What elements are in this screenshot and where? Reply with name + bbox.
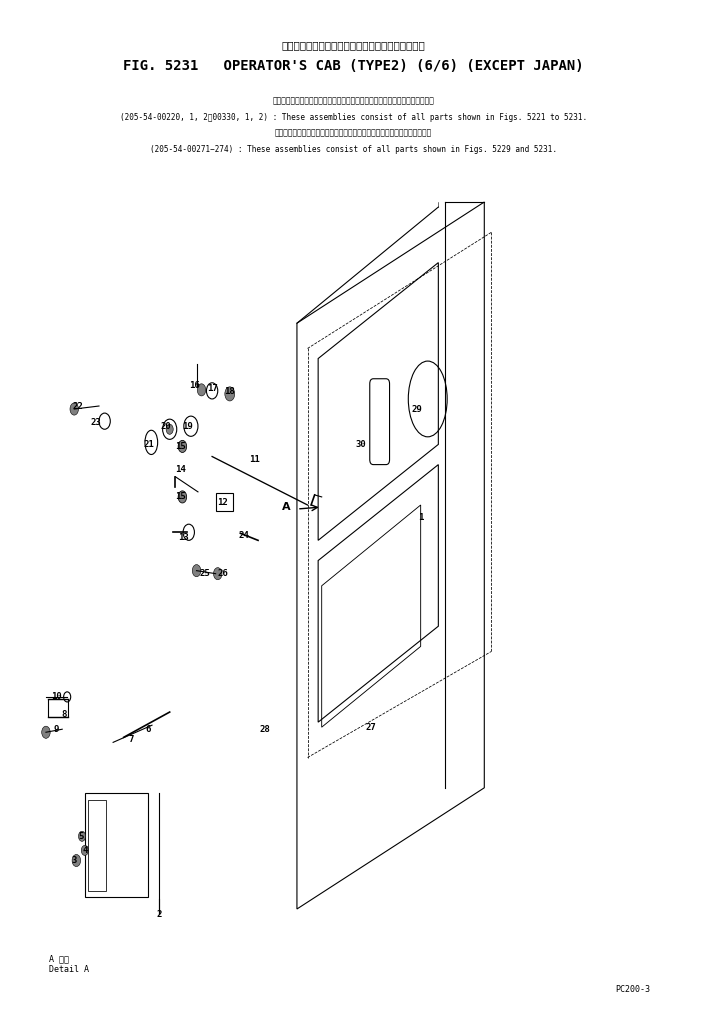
Text: 8: 8 <box>61 710 66 718</box>
Text: 3: 3 <box>71 856 77 865</box>
Text: これらのアセンブリの構成部品は第５２２９および第５２３１図をみます．: これらのアセンブリの構成部品は第５２２９および第５２３１図をみます． <box>275 129 432 137</box>
Text: 12: 12 <box>217 499 228 507</box>
Text: 14: 14 <box>175 466 186 474</box>
Text: A 詳細
Detail A: A 詳細 Detail A <box>49 954 90 975</box>
Text: 21: 21 <box>143 440 154 448</box>
Text: オペレータ　キャブ　タイプ　　　　　海　外　向: オペレータ キャブ タイプ 海 外 向 <box>281 40 426 50</box>
Text: 27: 27 <box>366 723 377 731</box>
Circle shape <box>81 845 88 855</box>
Text: (205-54-00220, 1, 2∰00330, 1, 2) : These assemblies consist of all parts shown i: (205-54-00220, 1, 2∰00330, 1, 2) : These… <box>120 113 587 121</box>
Text: PC200-3: PC200-3 <box>615 986 650 994</box>
Circle shape <box>192 565 201 577</box>
Text: 28: 28 <box>259 725 271 733</box>
Text: 5: 5 <box>78 832 84 840</box>
Circle shape <box>42 726 50 738</box>
Text: 10: 10 <box>51 693 62 701</box>
Circle shape <box>72 854 81 867</box>
Circle shape <box>225 387 235 401</box>
Text: 15: 15 <box>175 493 186 501</box>
Text: 7: 7 <box>128 735 134 743</box>
Text: 17: 17 <box>206 385 218 393</box>
Text: 9: 9 <box>54 725 59 733</box>
Text: 18: 18 <box>224 388 235 396</box>
Text: これらのアセンブリの構成部品は第５２２１図から第５２３１図までみます．: これらのアセンブリの構成部品は第５２２１図から第５２３１図までみます． <box>273 97 434 105</box>
Text: 26: 26 <box>217 570 228 578</box>
Text: 22: 22 <box>72 402 83 410</box>
Text: 24: 24 <box>238 531 250 539</box>
Text: 2: 2 <box>156 910 162 918</box>
Circle shape <box>70 403 78 415</box>
Text: 16: 16 <box>189 382 200 390</box>
Text: 6: 6 <box>146 725 151 733</box>
Bar <box>216 493 233 511</box>
Bar <box>88 800 106 891</box>
Text: 13: 13 <box>178 533 189 541</box>
Text: FIG. 5231   OPERATOR'S CAB (TYPE2) (6/6) (EXCEPT JAPAN): FIG. 5231 OPERATOR'S CAB (TYPE2) (6/6) (… <box>123 59 584 73</box>
Text: 23: 23 <box>90 418 101 426</box>
Circle shape <box>166 424 173 434</box>
Text: A: A <box>282 502 291 512</box>
Text: 19: 19 <box>182 422 193 430</box>
Bar <box>48 699 68 717</box>
Circle shape <box>178 440 187 452</box>
Text: (205-54-00271−274) : These assemblies consist of all parts shown in Figs. 5229 a: (205-54-00271−274) : These assemblies co… <box>150 145 557 154</box>
Text: 4: 4 <box>82 846 88 854</box>
Text: 20: 20 <box>160 422 172 430</box>
Text: 25: 25 <box>199 570 211 578</box>
Circle shape <box>214 568 222 580</box>
Circle shape <box>78 831 86 841</box>
Circle shape <box>178 491 187 503</box>
Text: 29: 29 <box>411 405 423 413</box>
Text: 11: 11 <box>249 456 260 464</box>
Circle shape <box>197 384 206 396</box>
Text: 1: 1 <box>418 513 423 521</box>
Text: 15: 15 <box>175 442 186 450</box>
Text: 30: 30 <box>355 440 366 448</box>
